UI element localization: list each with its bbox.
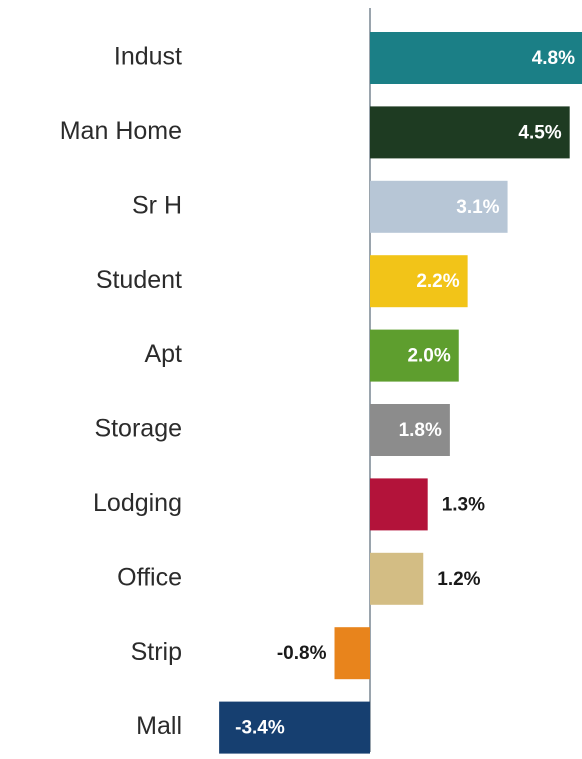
value-label: 4.5%	[518, 122, 561, 143]
category-label: Man Home	[60, 117, 182, 145]
category-label: Lodging	[93, 489, 182, 517]
bar	[334, 627, 370, 680]
value-label: -3.4%	[235, 718, 285, 739]
category-label: Storage	[94, 415, 182, 443]
category-label: Strip	[131, 638, 182, 666]
value-label: 1.2%	[437, 569, 480, 590]
category-label: Apt	[144, 340, 182, 368]
bar	[370, 552, 424, 605]
bar	[219, 701, 370, 754]
bar	[370, 180, 508, 233]
value-label: -0.8%	[277, 643, 327, 664]
value-label: 3.1%	[456, 197, 499, 218]
category-label: Student	[96, 266, 182, 294]
bar	[370, 404, 450, 456]
bar	[370, 106, 570, 159]
category-label: Office	[117, 563, 182, 591]
category-label: Mall	[136, 712, 182, 740]
value-label: 2.2%	[416, 271, 459, 292]
bar	[370, 478, 428, 531]
category-label: Indust	[114, 43, 182, 71]
value-label: 1.3%	[442, 494, 485, 515]
bar	[370, 255, 468, 308]
bar	[370, 329, 459, 382]
value-label: 2.0%	[407, 346, 450, 367]
category-label: Sr H	[132, 191, 182, 219]
value-label: 1.8%	[399, 420, 442, 441]
bar	[370, 32, 582, 84]
value-label: 4.8%	[532, 48, 575, 69]
